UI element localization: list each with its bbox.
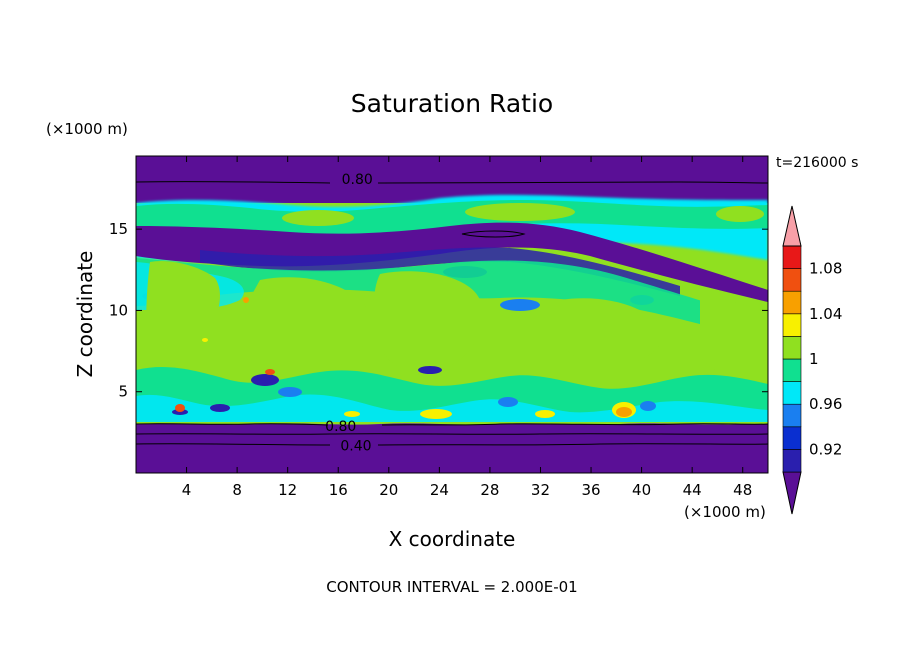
contour-label: 0.80 (325, 419, 356, 435)
colorbar-box (782, 245, 802, 269)
colorbar-tick-label: 0.96 (809, 395, 842, 413)
field-low-dry (136, 423, 768, 473)
contour-interval-note: CONTOUR INTERVAL = 2.000E-01 (326, 578, 577, 596)
colorbar: 0.92 0.96 1 1.04 1.08 (782, 205, 842, 515)
colorbar-tick-label: 1.04 (809, 305, 842, 323)
x-tick-label: 24 (430, 481, 449, 499)
field-upper-cloud-2 (465, 203, 575, 221)
contour-label: 0.40 (340, 438, 371, 454)
x-tick-label: 44 (683, 481, 702, 499)
field-cloud-mass-5 (700, 299, 768, 381)
field-low-blue-6 (640, 401, 656, 411)
field-upper-green (136, 200, 768, 236)
colorbar-box (782, 290, 802, 315)
colorbar-tick-label: 0.92 (809, 440, 842, 458)
y-tick-label: 5 (118, 383, 128, 401)
colorbar-box (782, 381, 802, 405)
contour-label: 0.80 (342, 172, 373, 188)
x-axis-label: X coordinate (389, 527, 516, 551)
field-hot-1b (616, 407, 632, 417)
field-upper-cloud-3 (716, 206, 764, 222)
x-axis-ticks: 4 8 12 16 20 24 28 32 36 40 44 48 (182, 156, 752, 499)
contour-labels: 0.80 0.80 0.40 (325, 172, 373, 455)
field-dry-band-blue (200, 247, 680, 296)
field-dry-pocket-2 (500, 299, 540, 311)
field-low-blue-4 (418, 366, 442, 374)
contour-040-low (135, 443, 769, 446)
x-tick-label: 40 (632, 481, 651, 499)
field-hot-3 (535, 410, 555, 418)
colorbar-box (782, 358, 802, 382)
field-cloud-mass-2 (248, 277, 371, 376)
y-axis-label: Z coordinate (73, 251, 97, 378)
x-tick-label: 32 (531, 481, 550, 499)
field-hot-8 (202, 338, 208, 342)
field-low-blue-1 (251, 374, 279, 386)
y-tick-label: 10 (109, 301, 128, 319)
colorbar-top-arrow (782, 205, 802, 247)
field-low-blue-2 (278, 387, 302, 397)
x-tick-label: 36 (581, 481, 600, 499)
x-tick-label: 28 (480, 481, 499, 499)
colorbar-box (782, 449, 802, 473)
field-hot-5 (175, 404, 185, 412)
x-tick-label: 20 (379, 481, 398, 499)
colorbar-box (782, 336, 802, 360)
x-tick-label: 4 (182, 481, 192, 499)
field-dry-band (136, 222, 768, 302)
contour-lines (135, 181, 769, 446)
field-hot-2 (420, 409, 452, 419)
field-low-blue-5 (498, 397, 518, 407)
field-hot-6 (265, 369, 275, 375)
contour-060-low (135, 433, 769, 435)
colorbar-box (782, 313, 802, 337)
colorbar-box (782, 426, 802, 450)
colorbar-tick-label: 1 (809, 350, 819, 368)
field-hot-7 (243, 297, 249, 303)
field-low-blue-3 (210, 404, 230, 412)
contour-dry-pocket (461, 230, 526, 238)
colorbar-tick-label: 1.08 (809, 260, 842, 278)
colorbar-bottom-arrow (782, 471, 802, 515)
field-upper-cloud-1 (282, 210, 354, 226)
y-axis-unit: (×1000 m) (46, 120, 128, 138)
field-cloud-mass-3 (373, 271, 483, 373)
contour-080-low (135, 423, 769, 426)
colorbar-box (782, 403, 802, 428)
y-axis-ticks: 5 10 15 (109, 220, 768, 401)
plot-frame (135, 155, 769, 474)
x-tick-label: 12 (278, 481, 297, 499)
field-top-dry (136, 156, 768, 203)
field-hot-4 (344, 411, 360, 417)
x-tick-label: 48 (733, 481, 752, 499)
y-tick-label: 15 (109, 220, 128, 238)
contour-080-top (135, 181, 769, 184)
plot-area (136, 156, 768, 473)
x-axis-unit: (×1000 m) (684, 503, 766, 521)
field-low-cyan (136, 394, 768, 422)
field-cloud-mass-4 (558, 298, 663, 367)
time-label: t=216000 s (776, 155, 858, 171)
chart-title: Saturation Ratio (351, 89, 553, 118)
x-tick-label: 16 (329, 481, 348, 499)
colorbar-box (782, 268, 802, 292)
x-tick-label: 8 (232, 481, 242, 499)
field-cloud-mass-1 (146, 260, 220, 372)
